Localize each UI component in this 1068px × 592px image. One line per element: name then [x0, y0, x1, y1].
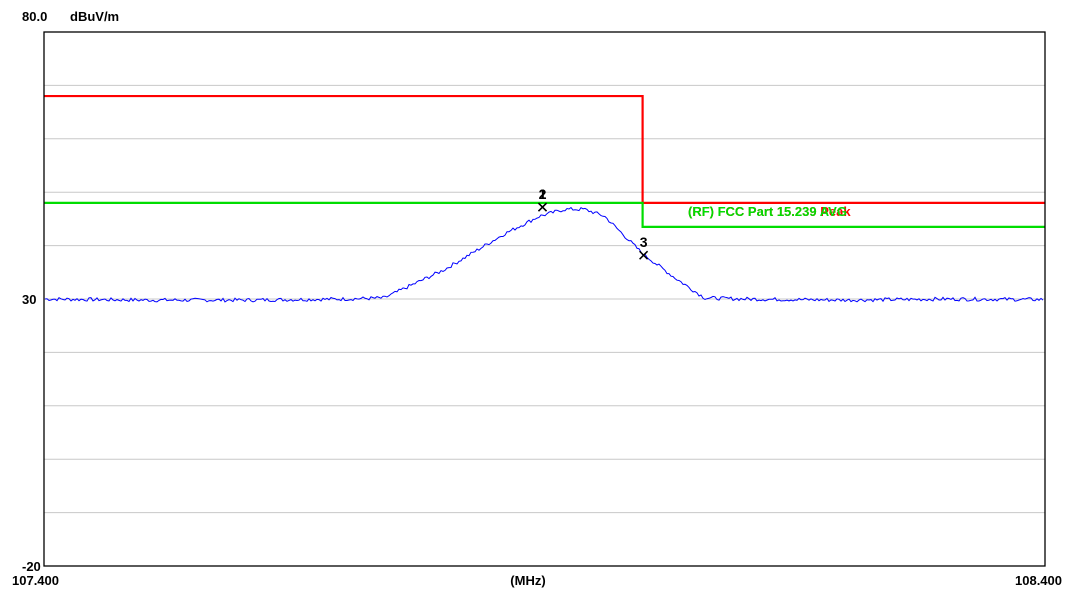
marker-2: 2	[537, 186, 548, 212]
y-top-label: 80.0	[22, 9, 47, 24]
limit-line-1	[44, 94, 1045, 204]
grid-lines	[44, 84, 1045, 514]
plot-frame	[43, 31, 1046, 567]
measured-trace	[44, 206, 1044, 303]
marker-cross	[639, 250, 649, 260]
y-unit-label: dBuV/m	[70, 9, 119, 24]
limit-label-2: (RF) FCC Part 15.239 AVG	[688, 204, 847, 219]
limit-label-1: (RF) FCC Part 15.239 Peak	[688, 204, 851, 219]
x-tick-label: 107.400	[12, 573, 59, 588]
markers: 12 3	[537, 186, 649, 260]
data-series	[44, 206, 1044, 303]
marker-cross	[537, 202, 548, 212]
limit-line-2	[44, 201, 1045, 229]
marker-label: 2	[539, 186, 547, 202]
x-tick-label: 108.400	[1015, 573, 1062, 588]
x-axis-label: (MHz)	[510, 573, 545, 588]
marker-3: 3	[639, 234, 649, 260]
y-tick-label: 30	[22, 292, 36, 307]
marker-label: 3	[640, 234, 648, 250]
marker-label: 1	[539, 186, 547, 202]
y-tick-label: -20	[22, 559, 41, 574]
limit-lines: (RF) FCC Part 15.239 Peak(RF) FCC Part 1…	[44, 94, 1045, 229]
